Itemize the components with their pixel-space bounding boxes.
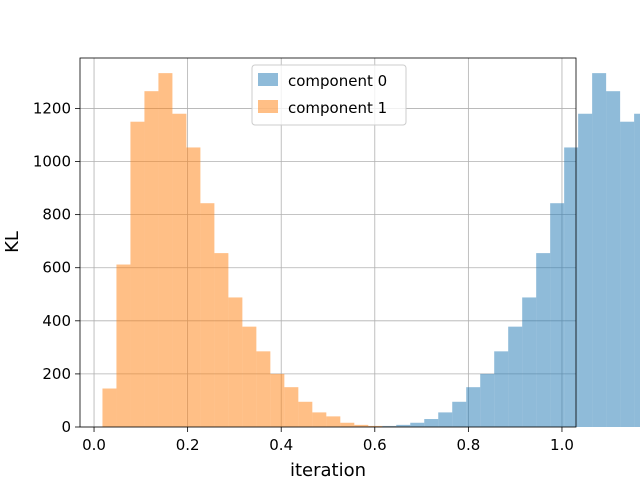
histogram-bar-series-0: [578, 113, 593, 427]
histogram-bar-series-0: [466, 387, 481, 427]
histogram-bar-series-0: [480, 373, 495, 427]
histogram-bar-series-0: [620, 121, 635, 428]
y-tick-label: 800: [42, 206, 71, 224]
legend-swatch-component-1: [258, 100, 278, 113]
histogram-bar-series-0: [634, 113, 640, 427]
histogram-bar-series-1: [116, 264, 131, 427]
histogram-bar-series-1: [354, 424, 369, 427]
histogram-bar-series-1: [298, 401, 313, 427]
histogram-bar-series-0: [564, 147, 579, 427]
histogram-bar-series-0: [522, 297, 537, 427]
x-tick-label: 0.8: [456, 436, 480, 454]
histogram-bar-series-0: [410, 422, 425, 427]
x-tick-label: 0.4: [269, 436, 293, 454]
y-tick-label: 200: [42, 365, 71, 383]
legend-frame: [251, 64, 407, 126]
y-tick-label: 600: [42, 259, 71, 277]
x-tick-label: 0.6: [363, 436, 387, 454]
histogram-bar-series-0: [494, 351, 509, 427]
histogram-bar-series-1: [228, 297, 243, 427]
legend-label-component-0: component 0: [288, 72, 387, 90]
plot-frame: [79, 57, 577, 428]
histogram-bar-series-0: [438, 412, 453, 427]
histogram-bar-series-1: [130, 121, 145, 428]
histogram-bar-series-1: [270, 373, 285, 427]
histogram-bar-series-0: [550, 203, 565, 427]
histogram-bar-series-1: [368, 425, 383, 427]
histogram-bar-series-0: [592, 73, 607, 427]
y-tick-label: 400: [42, 312, 71, 330]
histogram-bar-series-0: [606, 91, 621, 427]
histogram-bar-series-1: [158, 73, 173, 427]
histogram-bar-series-1: [214, 253, 229, 427]
legend: component 0 component 1: [251, 64, 407, 126]
x-tick-label: 1.0: [550, 436, 574, 454]
histogram-bar-series-0: [424, 419, 439, 427]
x-axis-label: iteration: [290, 460, 366, 480]
histogram-bar-series-1: [242, 326, 257, 427]
histogram-bar-series-1: [312, 412, 327, 427]
histogram-bar-series-1: [144, 91, 159, 427]
y-tick-label: 1200: [33, 99, 71, 117]
histogram-bar-series-1: [284, 387, 299, 427]
x-tick-label: 0.0: [82, 436, 106, 454]
histogram-bar-series-1: [186, 147, 201, 427]
histogram-bar-series-1: [326, 416, 341, 427]
y-tick-label: 0: [61, 418, 71, 436]
axis-ticks: 0.0 0.2 0.4 0.6 0.8 1.0 0 200 400 600 800 1000 1200: [33, 99, 574, 454]
histogram-bar-series-1: [200, 203, 215, 427]
bars: [102, 73, 640, 428]
legend-swatch-component-0: [258, 73, 278, 86]
histogram-bar-series-0: [396, 424, 411, 427]
legend-label-component-1: component 1: [288, 99, 387, 117]
histogram-bar-series-0: [452, 401, 467, 427]
y-tick-label: 1000: [33, 153, 71, 171]
histogram-bar-series-1: [340, 422, 355, 427]
histogram-bar-series-1: [102, 388, 117, 427]
x-tick-label: 0.2: [176, 436, 200, 454]
histogram-bar-series-1: [256, 351, 271, 427]
y-axis-label: KL: [2, 231, 23, 253]
histogram-bar-series-0: [536, 253, 551, 427]
histogram-bar-series-0: [508, 326, 523, 427]
histogram-bar-series-1: [172, 113, 187, 427]
